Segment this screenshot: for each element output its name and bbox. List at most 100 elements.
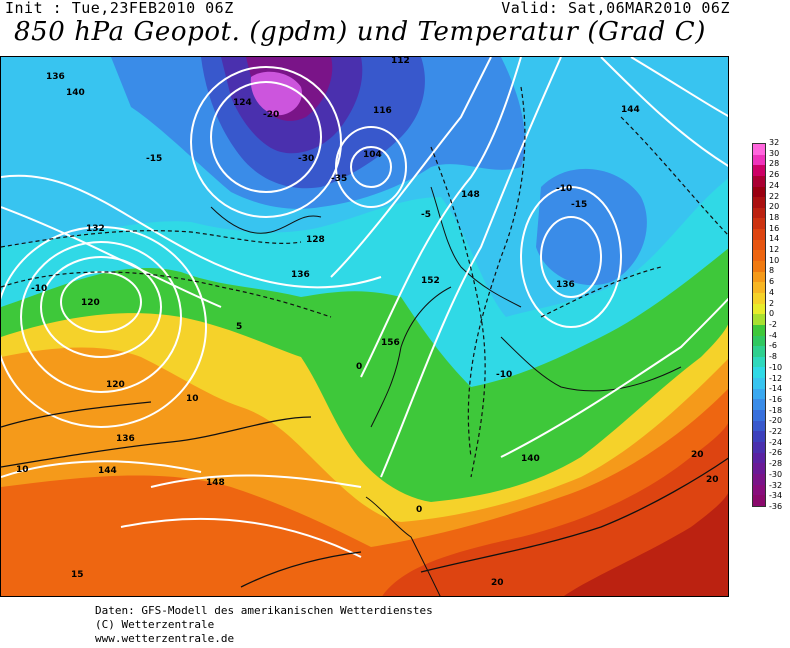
footer-credits: Daten: GFS-Modell des amerikanischen Wet…	[95, 604, 433, 646]
init-time-label: Init : Tue,23FEB2010 06Z	[5, 0, 234, 17]
color-scale-segment	[753, 420, 765, 432]
color-scale-tick-label: -6	[769, 341, 777, 351]
color-scale-tick-label: 24	[769, 180, 780, 190]
color-scale-tick-label: 28	[769, 159, 780, 169]
temperature-label: 0	[356, 362, 362, 372]
temperature-label: -5	[421, 210, 431, 220]
color-scale-segment	[753, 218, 765, 230]
color-scale-tick-label: 4	[769, 287, 775, 297]
color-scale-segment	[753, 431, 765, 442]
color-scale-segment	[753, 292, 765, 304]
valid-time-label: Valid: Sat,06MAR2010 06Z	[501, 0, 730, 17]
coastlines	[210, 186, 682, 596]
color-scale-tick-label: -14	[769, 384, 783, 394]
temperature-label: 0	[416, 505, 422, 515]
color-scale-tick-label: 2	[769, 298, 775, 308]
chart-title: 850 hPa Geopot. (gpdm) und Temperatur (G…	[14, 17, 706, 47]
geopotential-label: 148	[206, 478, 225, 488]
color-scale-segment	[753, 378, 765, 389]
footer-copyright: (C) Wetterzentrale	[95, 618, 215, 631]
color-scale-segment	[753, 314, 765, 325]
geopotential-label: 136	[556, 280, 575, 290]
color-scale-segment	[753, 410, 765, 421]
color-scale-tick-label: 14	[769, 234, 780, 244]
color-scale-segment	[753, 154, 765, 166]
geopotential-label: 144	[98, 466, 117, 476]
color-scale-tick-label: -24	[769, 437, 783, 447]
color-scale-tick-label: 6	[769, 277, 775, 287]
geopotential-label: 136	[291, 270, 310, 280]
color-scale-tick-label: -34	[769, 491, 783, 501]
weather-map: 136 140 124 112 116 104 128 136 148 152 …	[0, 56, 729, 597]
color-scale-tick-label: 22	[769, 191, 780, 201]
color-scale-tick-label: 18	[769, 212, 780, 222]
color-scale-segment	[753, 165, 765, 176]
color-scale-tick-label: 0	[769, 309, 775, 319]
color-scale-tick-label: 16	[769, 223, 780, 233]
temperature-label: 10	[186, 394, 199, 404]
geopotential-label: 128	[306, 235, 325, 245]
temperature-label: -20	[263, 110, 279, 120]
color-scale-tick-label: -28	[769, 459, 783, 469]
geopotential-label: 156	[381, 338, 400, 348]
color-scale-tick-label: -8	[769, 352, 777, 362]
color-scale-segment	[753, 495, 765, 506]
geopotential-label: 124	[233, 98, 252, 108]
color-scale-segment	[753, 229, 765, 240]
geopotential-label: 120	[81, 298, 100, 308]
color-scale-tick-label: 20	[769, 202, 780, 212]
color-scale-tick-label: 8	[769, 266, 775, 276]
geopotential-label: 136	[46, 72, 65, 82]
geopotential-label: 148	[461, 190, 480, 200]
footer-data-source: Daten: GFS-Modell des amerikanischen Wet…	[95, 604, 433, 617]
color-scale-segment	[753, 324, 765, 336]
temperature-label: 15	[71, 570, 84, 580]
color-scale-tick-label: -26	[769, 448, 783, 458]
color-scale-segment	[753, 441, 765, 453]
geopotential-label: 136	[116, 434, 135, 444]
temperature-label: 20	[706, 475, 719, 485]
temperature-label: -10	[496, 370, 512, 380]
color-scale-segment	[753, 239, 765, 251]
color-scale-segment	[753, 473, 765, 485]
color-scale-segment	[753, 356, 765, 368]
geopotential-label: 120	[106, 380, 125, 390]
geopotential-label: 112	[391, 57, 410, 66]
color-scale-segment	[753, 175, 765, 187]
footer-website: www.wetterzentrale.de	[95, 632, 235, 645]
isotherms-solid	[1, 401, 728, 588]
color-scale-segment	[753, 144, 765, 155]
color-scale-segment	[753, 303, 765, 315]
color-scale-segment	[753, 250, 765, 262]
color-scale-tick-label: 12	[769, 245, 780, 255]
color-scale-tick-label: -32	[769, 480, 783, 490]
temperature-scale-ticks: 32 30 28 26 24 22 20 18 16 14 12 10 8 6 4 2 0 -2 -4 -6 -8 -10…	[769, 139, 790, 511]
temp-field-darkred	[564, 493, 728, 596]
map-canvas: 136 140 124 112 116 104 128 136 148 152 …	[1, 57, 728, 596]
color-scale-tick-label: 26	[769, 170, 780, 180]
color-scale-segment	[753, 271, 765, 283]
temperature-label: 5	[236, 322, 242, 332]
temperature-label: 10	[16, 465, 29, 475]
color-scale-segment	[753, 207, 765, 219]
color-scale-tick-label: -2	[769, 320, 777, 329]
color-scale-segment	[753, 282, 765, 293]
color-scale-tick-label: -36	[769, 502, 783, 511]
color-scale-tick-label: -20	[769, 416, 783, 426]
geopotential-label: 152	[421, 276, 440, 286]
color-scale-segment	[753, 367, 765, 379]
color-scale-segment	[753, 261, 765, 272]
color-scale-tick-label: -30	[769, 469, 783, 479]
geopotential-label: 140	[521, 454, 540, 464]
temperature-label: -10	[556, 184, 572, 194]
temperature-color-scale	[752, 143, 766, 507]
color-scale-tick-label: -18	[769, 405, 783, 415]
geopotential-label: 104	[363, 150, 382, 160]
color-scale-segment	[753, 452, 765, 464]
color-scale-segment	[753, 346, 765, 357]
temperature-label: -10	[31, 284, 47, 294]
color-scale-tick-label: 32	[769, 138, 780, 147]
color-scale-tick-label: -10	[769, 362, 783, 372]
temperature-label: -35	[331, 174, 347, 184]
color-scale-tick-label: -16	[769, 394, 783, 404]
